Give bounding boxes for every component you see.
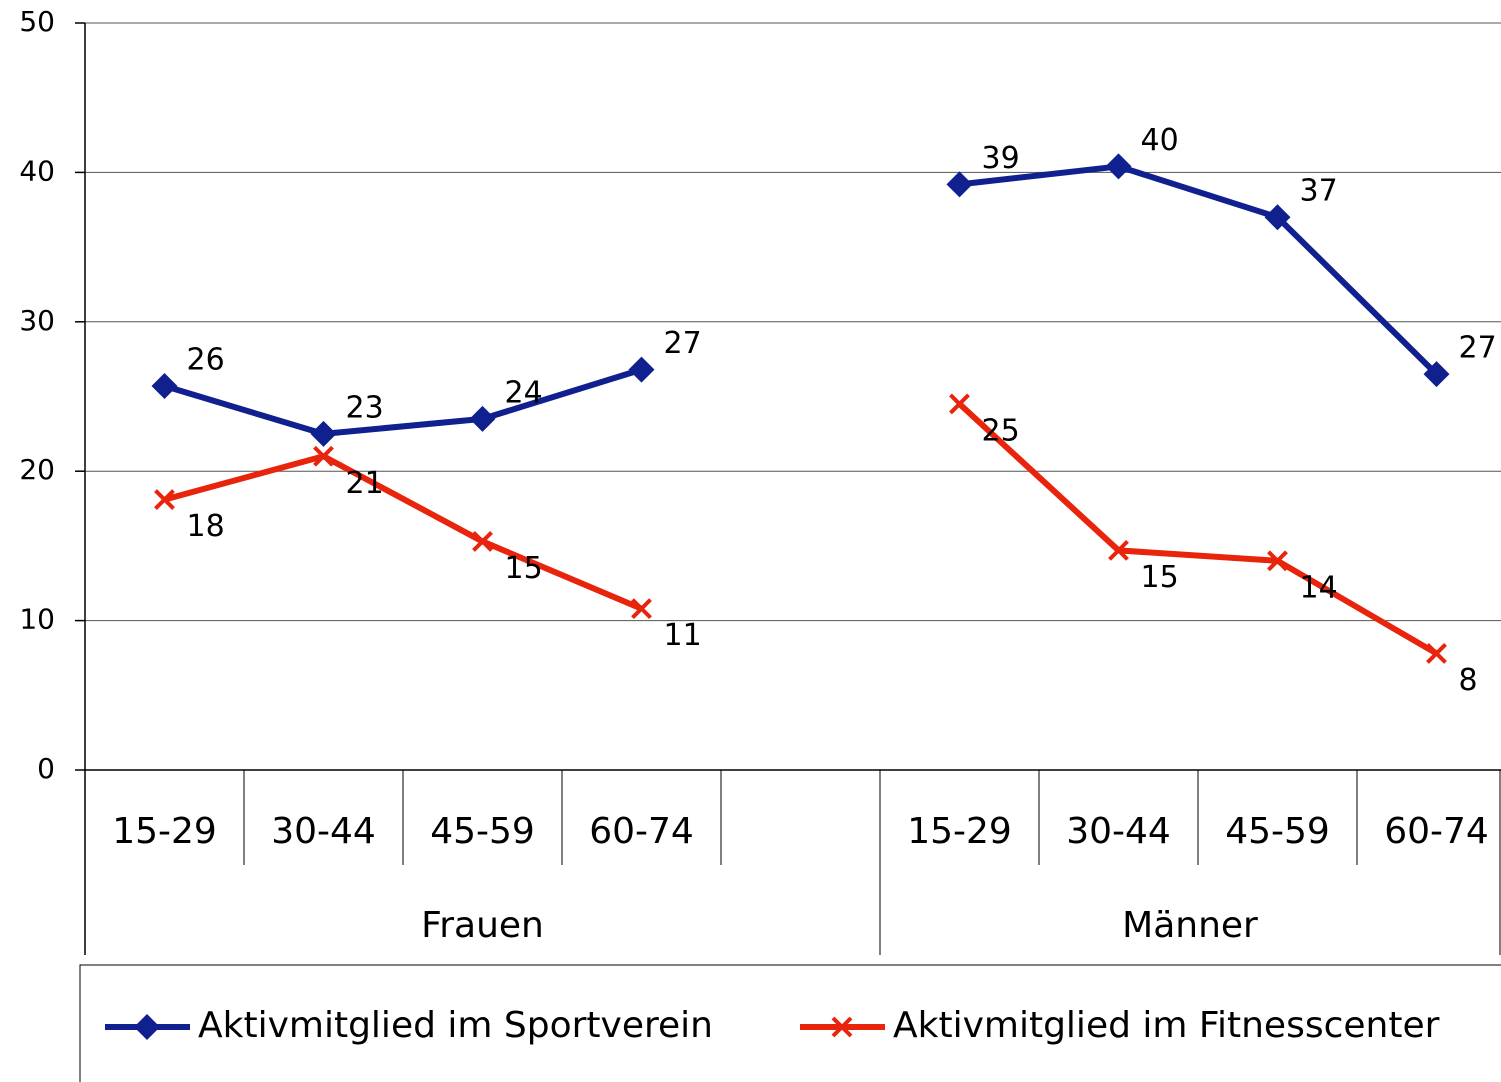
data-label: 24 bbox=[505, 375, 543, 410]
y-tick-label: 50 bbox=[19, 5, 55, 38]
x-tick-label: 30-44 bbox=[271, 811, 376, 852]
y-tick-label: 10 bbox=[19, 603, 55, 636]
x-tick-label: 45-59 bbox=[430, 811, 535, 852]
y-tick-label: 30 bbox=[19, 304, 55, 337]
data-label: 14 bbox=[1300, 570, 1338, 605]
marker bbox=[1267, 550, 1288, 572]
marker bbox=[472, 531, 493, 552]
data-label: 27 bbox=[1459, 331, 1497, 366]
data-label: 25 bbox=[982, 413, 1020, 448]
marker bbox=[1108, 539, 1129, 561]
marker bbox=[1264, 204, 1291, 231]
marker bbox=[154, 489, 175, 511]
data-label: 23 bbox=[346, 390, 384, 425]
group-label: Frauen bbox=[421, 905, 544, 946]
data-label: 27 bbox=[664, 326, 702, 361]
data-label: 18 bbox=[187, 509, 225, 544]
x-tick-label: 60-74 bbox=[1384, 811, 1489, 852]
legend-label: Aktivmitglied im Fitnesscenter bbox=[893, 1005, 1440, 1046]
marker bbox=[313, 445, 334, 467]
y-tick-label: 0 bbox=[37, 752, 55, 785]
series-line bbox=[163, 163, 1439, 437]
group-label: Männer bbox=[1122, 905, 1258, 946]
data-label: 11 bbox=[664, 618, 702, 653]
marker bbox=[134, 1014, 160, 1040]
x-tick-label: 45-59 bbox=[1225, 811, 1330, 852]
marker bbox=[949, 393, 970, 415]
marker bbox=[151, 373, 178, 400]
x-tick-label: 60-74 bbox=[589, 811, 694, 852]
marker bbox=[946, 171, 973, 198]
series-line bbox=[163, 401, 1439, 657]
data-label: 15 bbox=[505, 551, 543, 586]
data-label: 40 bbox=[1141, 123, 1179, 158]
data-label: 15 bbox=[1141, 560, 1179, 595]
marker bbox=[310, 420, 337, 447]
marker bbox=[469, 405, 496, 432]
x-tick-label: 30-44 bbox=[1066, 811, 1171, 852]
marker bbox=[631, 598, 652, 620]
data-label: 37 bbox=[1300, 174, 1338, 209]
legend-box bbox=[79, 964, 1501, 1082]
data-label: 26 bbox=[187, 343, 225, 378]
y-tick-label: 40 bbox=[19, 154, 55, 187]
data-label: 39 bbox=[982, 141, 1020, 176]
marker bbox=[628, 356, 655, 383]
y-tick-label: 20 bbox=[19, 453, 55, 486]
x-tick-label: 15-29 bbox=[907, 811, 1012, 852]
data-label: 21 bbox=[346, 466, 384, 501]
marker bbox=[1105, 153, 1132, 180]
marker bbox=[831, 1016, 853, 1038]
marker bbox=[1426, 643, 1447, 664]
marker bbox=[1423, 361, 1450, 388]
x-tick-label: 15-29 bbox=[112, 811, 217, 852]
legend-label: Aktivmitglied im Sportverein bbox=[198, 1005, 713, 1046]
data-label: 8 bbox=[1459, 663, 1478, 698]
